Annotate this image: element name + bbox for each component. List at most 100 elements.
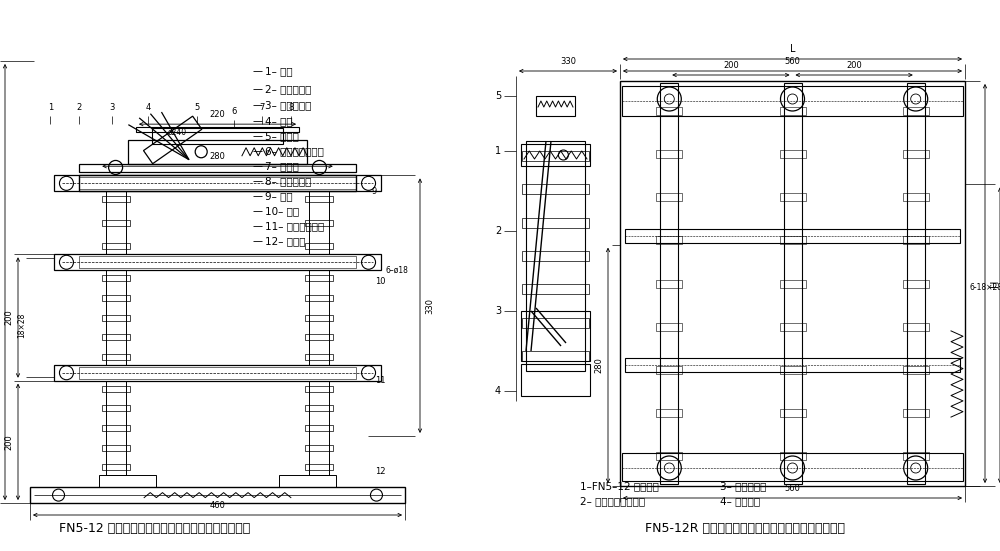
Text: 4– 触刀: 4– 触刀: [265, 116, 293, 126]
Bar: [656, 323, 682, 331]
Bar: [102, 334, 130, 340]
Text: 3– 支座接线板: 3– 支座接线板: [265, 100, 311, 110]
Bar: [106, 191, 126, 255]
Bar: [102, 315, 130, 321]
Bar: [102, 445, 130, 451]
Bar: [99, 476, 156, 487]
Text: 330: 330: [425, 298, 434, 314]
Bar: [305, 464, 333, 471]
Bar: [102, 425, 130, 431]
Bar: [305, 315, 333, 321]
Bar: [656, 409, 682, 417]
Bar: [780, 193, 806, 201]
Text: 10: 10: [375, 278, 386, 287]
Text: 200: 200: [723, 61, 739, 70]
Text: 460: 460: [210, 501, 225, 510]
Bar: [102, 295, 130, 301]
Bar: [279, 476, 336, 487]
Bar: [54, 255, 381, 270]
Bar: [54, 175, 381, 191]
Bar: [309, 191, 329, 255]
Bar: [784, 83, 802, 484]
Bar: [780, 323, 806, 331]
Bar: [780, 279, 806, 288]
Bar: [660, 83, 678, 484]
Bar: [305, 445, 333, 451]
Bar: [522, 251, 589, 261]
Bar: [102, 464, 130, 471]
Text: 7– 导向片: 7– 导向片: [265, 161, 299, 171]
Text: 3– 支柱绝缘子: 3– 支柱绝缘子: [720, 481, 766, 491]
Text: 9– 拉杆: 9– 拉杆: [265, 191, 293, 201]
Bar: [780, 150, 806, 158]
Bar: [30, 487, 405, 503]
Bar: [625, 229, 960, 243]
Bar: [305, 220, 333, 226]
Text: 5: 5: [495, 91, 501, 101]
Text: 1: 1: [495, 146, 501, 156]
Bar: [656, 150, 682, 158]
Bar: [903, 193, 929, 201]
Bar: [903, 366, 929, 374]
Text: FN5-12 户内高压负荷开关及熔断器组合电器外形图: FN5-12 户内高压负荷开关及熔断器组合电器外形图: [59, 522, 251, 536]
Text: 12: 12: [375, 467, 386, 476]
Bar: [79, 177, 356, 189]
Bar: [656, 107, 682, 115]
Text: ø240: ø240: [168, 127, 187, 137]
Text: 18×28: 18×28: [18, 313, 26, 338]
Bar: [102, 406, 130, 412]
Bar: [79, 367, 356, 379]
Bar: [102, 386, 130, 392]
Bar: [656, 279, 682, 288]
Bar: [656, 366, 682, 374]
Bar: [305, 354, 333, 360]
Bar: [106, 270, 126, 365]
Bar: [54, 365, 381, 381]
Circle shape: [664, 463, 674, 473]
Text: 5– 灭弧管: 5– 灭弧管: [265, 131, 299, 141]
Text: 8– 触座接线板: 8– 触座接线板: [265, 176, 311, 186]
Text: 4: 4: [495, 386, 501, 396]
Text: 2: 2: [76, 103, 82, 112]
Bar: [309, 381, 329, 476]
Bar: [522, 351, 589, 361]
Bar: [305, 406, 333, 412]
Bar: [620, 81, 965, 486]
Text: FN5-12R 户内高压负荷开关及熔断器组合电器外形图: FN5-12R 户内高压负荷开关及熔断器组合电器外形图: [645, 522, 845, 536]
Bar: [903, 323, 929, 331]
Bar: [305, 334, 333, 340]
Bar: [780, 452, 806, 460]
Bar: [625, 358, 960, 372]
Bar: [305, 386, 333, 392]
Bar: [305, 196, 333, 202]
Text: 4– 接地触座: 4– 接地触座: [720, 496, 760, 506]
Bar: [903, 452, 929, 460]
Text: 5: 5: [194, 103, 200, 112]
Text: 6: 6: [231, 107, 236, 116]
Text: 330: 330: [560, 57, 576, 66]
Bar: [521, 311, 590, 361]
Bar: [79, 256, 356, 268]
Bar: [903, 236, 929, 245]
Text: 1– 底架: 1– 底架: [265, 66, 293, 76]
Circle shape: [788, 463, 798, 473]
Text: 3: 3: [495, 306, 501, 316]
Text: 2– 支座熔断器接线板: 2– 支座熔断器接线板: [580, 496, 645, 506]
Bar: [522, 318, 589, 328]
Text: 10– 转轴: 10– 转轴: [265, 206, 299, 216]
Text: 8: 8: [288, 103, 294, 112]
Bar: [903, 409, 929, 417]
Bar: [521, 364, 590, 396]
Bar: [780, 366, 806, 374]
Bar: [305, 425, 333, 431]
Bar: [656, 452, 682, 460]
Bar: [522, 151, 589, 161]
Bar: [656, 236, 682, 245]
Bar: [780, 107, 806, 115]
Bar: [536, 96, 575, 116]
Text: 7: 7: [260, 103, 265, 112]
Bar: [136, 127, 299, 132]
Bar: [152, 128, 283, 144]
Circle shape: [664, 94, 674, 104]
Bar: [102, 220, 130, 226]
